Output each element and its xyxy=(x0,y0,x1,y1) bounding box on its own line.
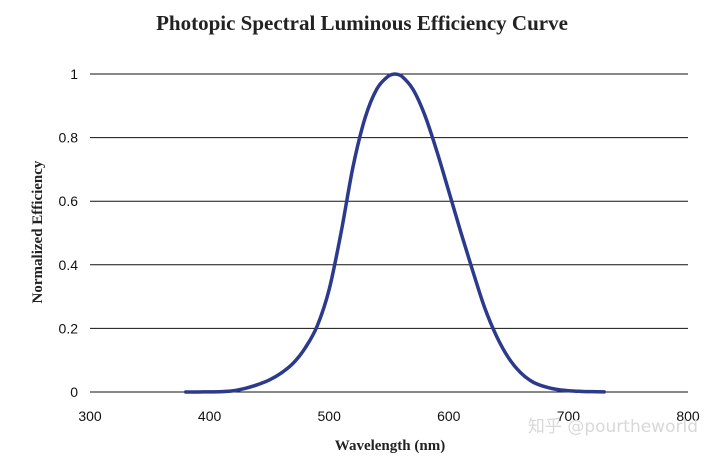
x-tick-labels: 300 400 500 600 700 800 xyxy=(78,408,700,424)
series-line xyxy=(183,72,607,394)
x-tick-label: 300 xyxy=(78,408,102,424)
watermark: 知乎 @pourtheworld xyxy=(528,417,698,437)
chart-title: Photopic Spectral Luminous Efficiency Cu… xyxy=(156,11,568,35)
y-tick-label: 0.2 xyxy=(59,320,79,336)
y-tick-label: 1 xyxy=(70,66,78,82)
x-axis-label: Wavelength (nm) xyxy=(335,438,445,454)
x-tick-label: 400 xyxy=(198,408,222,424)
x-tick-label: 700 xyxy=(557,408,581,424)
y-tick-label: 0.4 xyxy=(59,257,79,273)
x-tick-label: 500 xyxy=(318,408,342,424)
y-tick-label: 0.8 xyxy=(59,130,79,146)
grid-lines xyxy=(90,73,688,393)
x-tick-label: 800 xyxy=(676,408,700,424)
y-tick-label: 0 xyxy=(70,384,78,400)
y-tick-labels: 0 0.2 0.4 0.6 0.8 1 xyxy=(59,66,79,400)
y-axis-label: Normalized Efficiency xyxy=(30,160,46,303)
x-tick-label: 600 xyxy=(437,408,461,424)
y-tick-label: 0.6 xyxy=(59,193,79,209)
